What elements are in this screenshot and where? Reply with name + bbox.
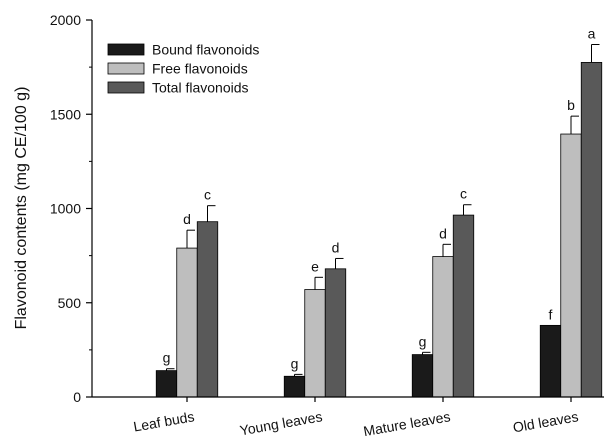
significance-letter: a <box>588 26 596 42</box>
significance-letter: c <box>204 187 211 203</box>
significance-letter: g <box>163 350 171 366</box>
legend-swatch <box>107 62 145 75</box>
bar <box>304 289 326 398</box>
y-tick-label: 2000 <box>50 12 81 28</box>
legend-label: Total flavonoids <box>152 80 249 96</box>
x-category-label: Young leaves <box>238 408 323 438</box>
bar <box>560 133 582 398</box>
significance-letter: g <box>291 355 299 371</box>
significance-letter: g <box>419 333 427 349</box>
y-tick-label: 500 <box>58 295 82 311</box>
bar <box>580 62 603 398</box>
bar <box>324 268 347 398</box>
y-tick-label: 1500 <box>50 106 81 122</box>
significance-letter: e <box>311 258 319 274</box>
y-tick-label: 0 <box>73 389 81 405</box>
significance-letter: f <box>549 306 553 322</box>
significance-letter: d <box>183 211 191 227</box>
bar <box>432 256 454 398</box>
x-category-label: Mature leaves <box>362 408 451 439</box>
bar <box>539 324 562 398</box>
y-tick-label: 1000 <box>50 201 81 217</box>
y-axis-title: Flavonoid contents (mg CE/100 g) <box>13 87 30 330</box>
legend-label: Free flavonoids <box>152 61 248 77</box>
bar <box>283 375 306 398</box>
legend-swatch <box>107 43 145 56</box>
legend-label: Bound flavonoids <box>152 42 259 58</box>
bar <box>411 354 434 398</box>
x-category-label: Leaf buds <box>132 408 195 434</box>
significance-letter: d <box>439 225 447 241</box>
significance-letter: c <box>460 186 467 202</box>
x-category-label: Old leaves <box>512 408 580 435</box>
legend: Bound flavonoids Free flavonoids Total fla… <box>107 42 259 96</box>
bar <box>155 370 178 398</box>
significance-letter: b <box>567 97 575 113</box>
bar <box>452 214 475 398</box>
bar <box>176 247 198 398</box>
bar <box>196 221 219 398</box>
legend-swatch <box>107 81 145 94</box>
significance-letter: d <box>332 239 340 255</box>
